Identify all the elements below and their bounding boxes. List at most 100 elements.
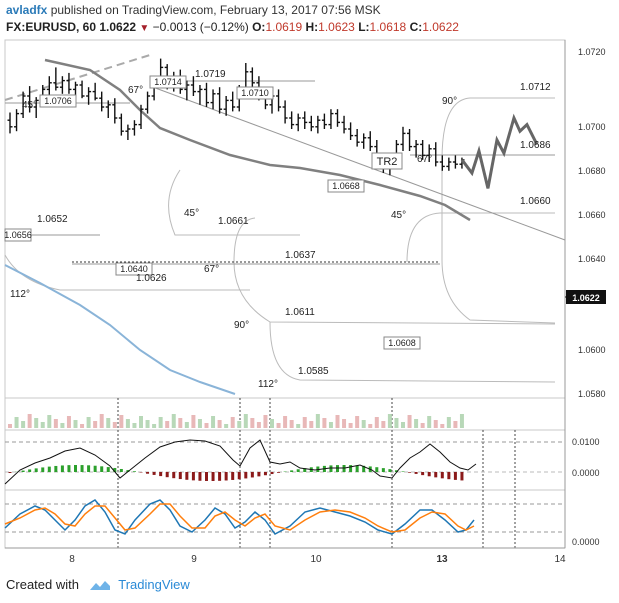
projection-path — [460, 113, 539, 189]
volume-bar — [27, 414, 32, 428]
tr2-annotation[interactable]: TR2 — [371, 152, 403, 170]
svg-text:1.0714: 1.0714 — [154, 77, 182, 87]
candle — [367, 131, 373, 151]
macd-hist-bar — [401, 471, 405, 472]
volume-bar — [289, 420, 294, 428]
label-1-0712: 1.0712 — [520, 82, 551, 93]
volume-bar — [139, 416, 143, 428]
volume-bar — [237, 421, 242, 428]
volume-bar — [263, 415, 268, 428]
time-tick: 13 — [436, 554, 448, 565]
angle-label: 90° — [234, 320, 249, 331]
candle — [433, 142, 439, 167]
macd-hist-bar — [342, 465, 346, 472]
volume-bar — [401, 422, 405, 428]
volume-bar — [152, 424, 157, 428]
candle — [92, 82, 98, 101]
volume-bar — [21, 421, 26, 428]
label-1-0719: 1.0719 — [195, 69, 226, 80]
volume-bar — [40, 422, 45, 428]
candle — [210, 89, 216, 110]
volume-bar — [427, 416, 432, 428]
macd-pane-frame — [4, 429, 566, 491]
volume-bar — [34, 418, 39, 428]
volume-bar — [381, 421, 386, 428]
close-label: C: — [409, 20, 423, 34]
angle-label: 112° — [258, 379, 278, 390]
macd-hist-bar — [362, 465, 366, 472]
volume-bar — [387, 414, 392, 428]
macd-hist-bar — [349, 465, 353, 472]
volume-bar — [178, 418, 183, 428]
candle — [131, 120, 137, 136]
candle — [276, 89, 282, 112]
macd-line — [4, 439, 477, 485]
candle — [249, 67, 255, 88]
volume-bar — [322, 418, 327, 428]
macd-tick: 0.0000 — [572, 468, 600, 478]
candle — [400, 126, 406, 151]
label-1-0661: 1.0661 — [218, 216, 249, 227]
candle — [46, 76, 52, 96]
macd-hist-bar — [211, 472, 215, 481]
macd-hist-bar — [231, 472, 235, 480]
volume-bar — [197, 419, 202, 428]
candle — [79, 80, 85, 99]
candle — [321, 113, 327, 129]
price-tick: 1.0660 — [578, 210, 606, 220]
macd-hist-bar — [224, 472, 228, 481]
volume-bar — [86, 417, 91, 428]
volume-bar — [394, 418, 399, 428]
ma-gray — [44, 58, 471, 222]
stoch-tick: 0.0000 — [572, 537, 600, 547]
volume-bar — [355, 416, 360, 428]
macd-hist-bar — [80, 465, 84, 472]
price-tick: 1.0680 — [578, 166, 606, 176]
published-text: published on TradingView.com, February 1… — [47, 3, 381, 17]
candle — [105, 100, 111, 118]
volume-bar — [80, 424, 85, 428]
volume-bar — [8, 424, 12, 428]
volume-bar — [53, 419, 58, 428]
volume-bar — [106, 418, 111, 428]
macd-hist-bar — [21, 470, 25, 472]
candle — [59, 76, 65, 94]
candle — [20, 91, 26, 118]
author-link[interactable]: avladfx — [6, 3, 48, 17]
macd-hist-bar — [414, 472, 418, 474]
tradingview-link[interactable]: TradingView — [118, 577, 190, 592]
candle — [33, 97, 39, 118]
macd-hist-bar — [250, 472, 254, 478]
macd-hist-bar — [60, 465, 64, 472]
candle — [99, 91, 105, 112]
macd-hist-bar — [8, 472, 12, 473]
volume-bars — [8, 414, 464, 428]
macd-hist-bar — [34, 468, 38, 472]
label-1-0656: 1.0656 — [4, 228, 32, 242]
label-1-0585: 1.0585 — [298, 366, 329, 377]
macd-hist-bar — [178, 472, 182, 480]
macd-hist-bar — [460, 472, 464, 481]
label-1-0706: 1.0706 — [39, 94, 77, 108]
change-value: −0.0013 (−0.12%) — [152, 20, 249, 34]
candle — [308, 115, 314, 132]
created-with-text: Created with — [6, 577, 79, 592]
macd-hist-bar — [355, 465, 359, 472]
macd-hist-bar — [146, 472, 150, 474]
candle — [223, 96, 229, 116]
macd-hist-bar — [296, 469, 300, 472]
angle-construction — [4, 97, 556, 383]
volume-bar — [433, 420, 438, 428]
candle — [413, 140, 419, 158]
volume-bar — [14, 417, 19, 428]
close-value: 1.0622 — [422, 20, 459, 34]
candle — [217, 87, 223, 114]
volume-bar — [217, 420, 222, 428]
volume-bar — [256, 422, 261, 428]
macd-hist-bar — [172, 472, 176, 479]
low-label: L: — [358, 20, 370, 34]
volume-bar — [440, 424, 445, 428]
time-tick: 10 — [310, 554, 322, 565]
macd-hist-bar — [408, 472, 412, 473]
